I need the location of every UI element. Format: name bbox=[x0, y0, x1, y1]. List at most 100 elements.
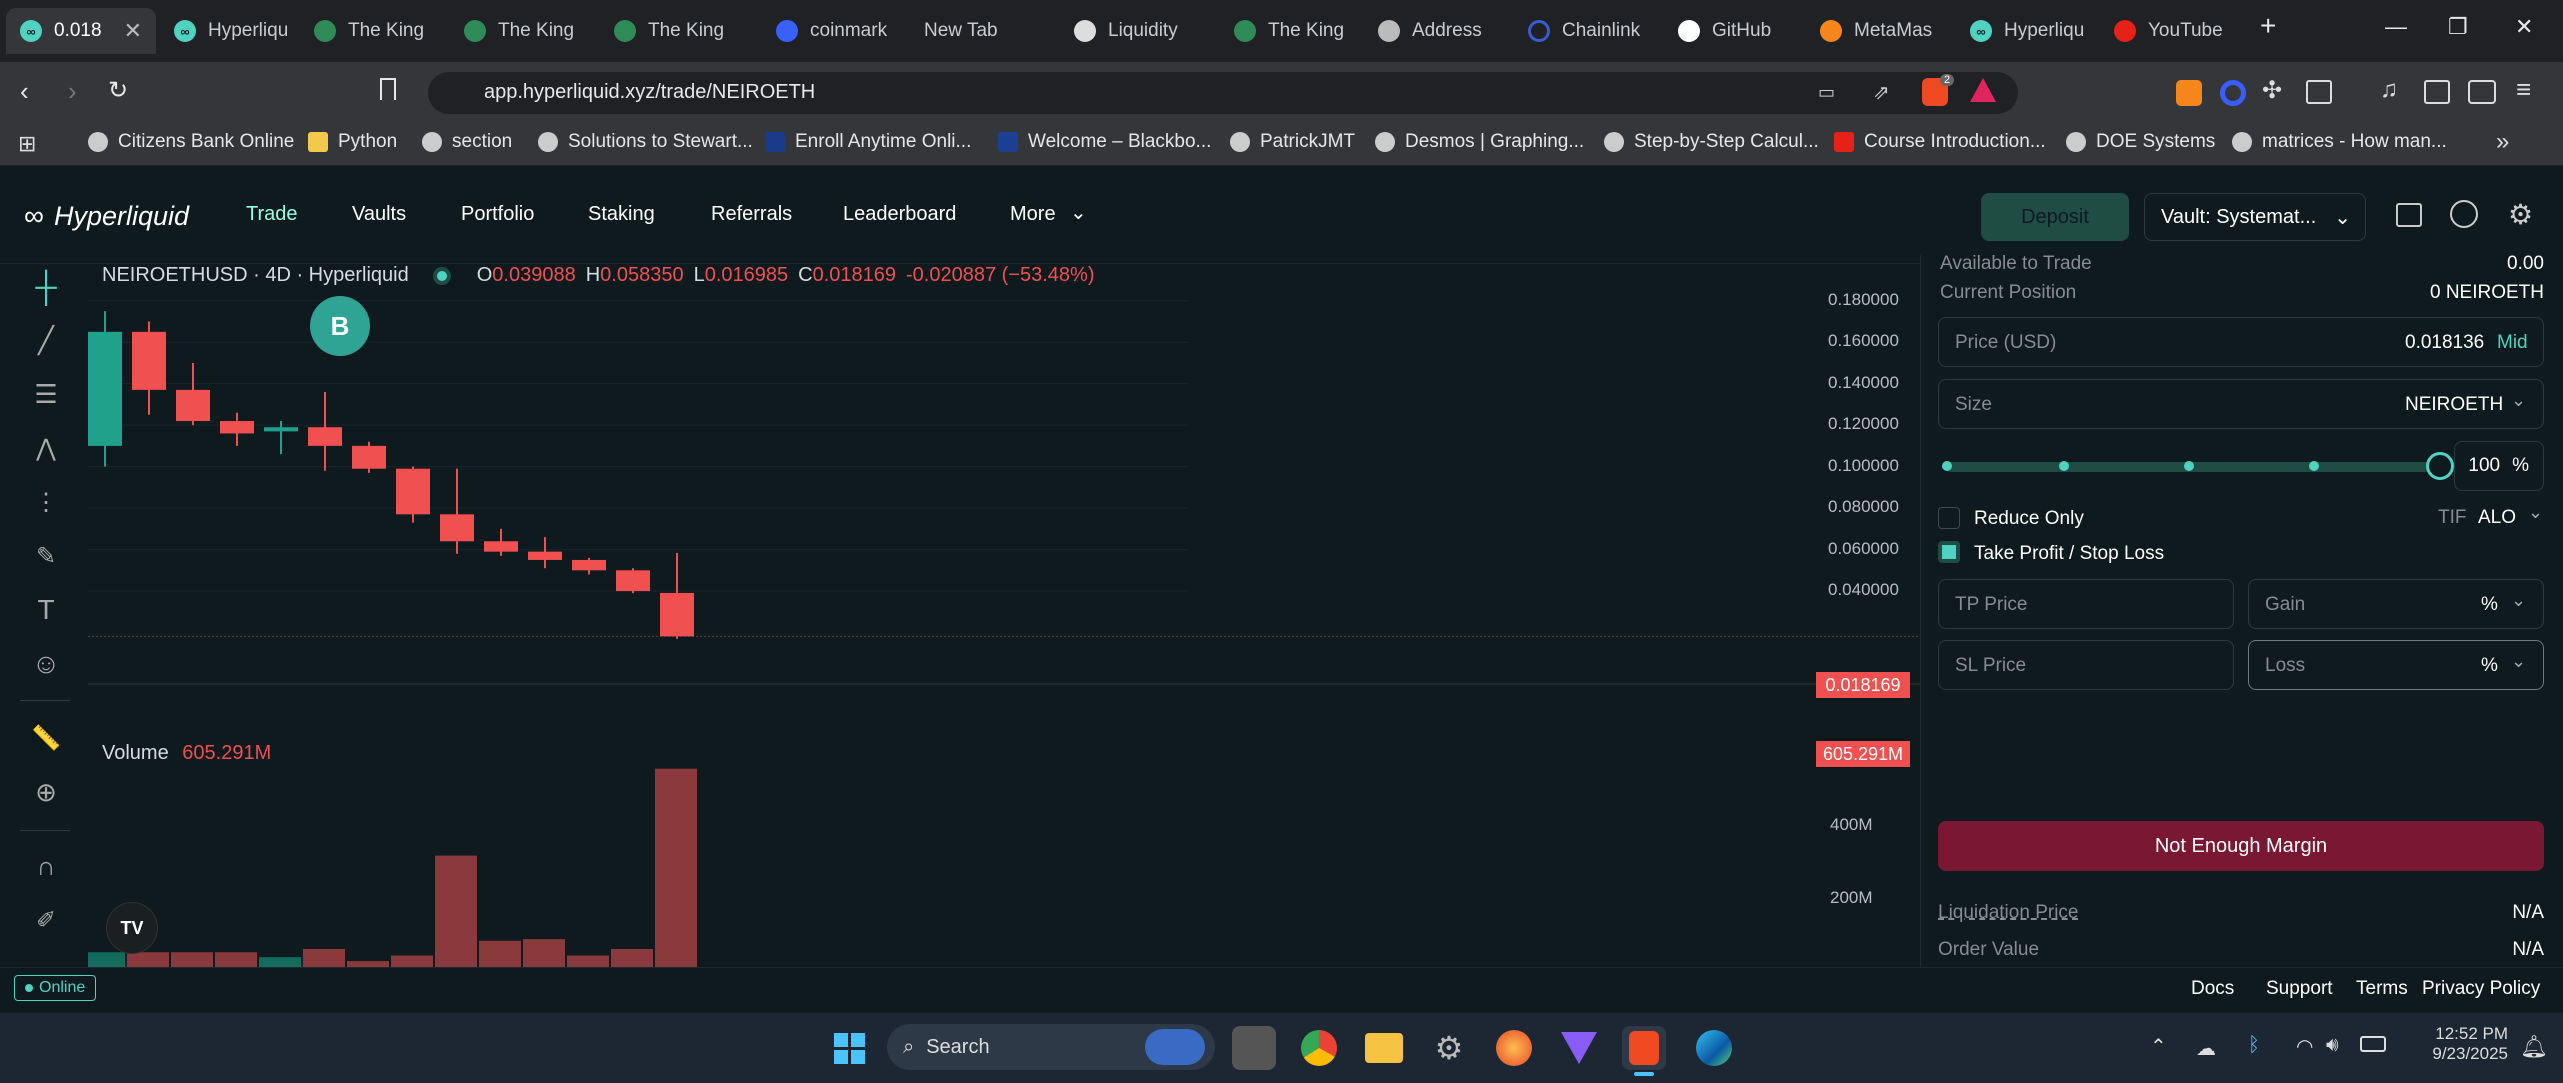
tab[interactable]: GitHub bbox=[1664, 8, 1804, 54]
loss-unit-selector[interactable]: % bbox=[2481, 655, 2498, 676]
nav-vaults[interactable]: Vaults bbox=[352, 203, 407, 225]
tab[interactable]: The King bbox=[1220, 8, 1360, 54]
url-bar[interactable]: app.hyperliquid.xyz/trade/NEIROETH ▭ ⇗ 2 bbox=[428, 72, 2018, 114]
bookmark-item[interactable]: PatrickJMT bbox=[1230, 131, 1355, 153]
restore-icon[interactable]: ❐ bbox=[2448, 14, 2468, 39]
file-explorer-icon[interactable] bbox=[1362, 1026, 1406, 1070]
more-bookmarks-icon[interactable]: » bbox=[2496, 128, 2510, 155]
forward-icon[interactable]: › bbox=[68, 76, 77, 106]
bookmark-icon[interactable] bbox=[380, 78, 396, 100]
new-tab-icon[interactable]: + bbox=[2260, 10, 2277, 41]
nav-portfolio[interactable]: Portfolio bbox=[461, 203, 535, 225]
minimize-icon[interactable]: — bbox=[2385, 14, 2407, 39]
nav-referrals[interactable]: Referrals bbox=[711, 203, 793, 225]
reduce-only-checkbox[interactable] bbox=[1938, 507, 1960, 529]
close-window-icon[interactable]: ✕ bbox=[2515, 14, 2534, 39]
brush-icon[interactable]: ✎ bbox=[35, 542, 57, 570]
reload-icon[interactable]: ↻ bbox=[108, 77, 129, 104]
slider-step-dot[interactable] bbox=[2184, 461, 2194, 471]
trendline-icon[interactable]: ╱ bbox=[38, 324, 54, 355]
bookmark-item[interactable]: Citizens Bank Online bbox=[88, 131, 294, 153]
bookmark-item[interactable]: Desmos | Graphing... bbox=[1375, 131, 1584, 153]
size-unit-selector[interactable]: NEIROETH bbox=[2405, 394, 2504, 415]
vault-selector[interactable]: Vault: Systemat... ⌄ bbox=[2144, 193, 2366, 241]
bookmark-item[interactable]: Course Introduction... bbox=[1834, 131, 2046, 153]
bookmark-item[interactable]: Welcome – Blackbo... bbox=[998, 131, 1211, 153]
mid-button[interactable]: Mid bbox=[2497, 332, 2528, 353]
url-text[interactable]: app.hyperliquid.xyz/trade/NEIROETH bbox=[484, 81, 816, 103]
bookmark-item[interactable]: Python bbox=[308, 131, 397, 153]
tp-price-input[interactable]: TP Price bbox=[1938, 579, 2234, 629]
sidebar-icon[interactable] bbox=[2424, 80, 2450, 104]
percent-value[interactable]: 100 bbox=[2468, 455, 2501, 476]
notifications-icon[interactable]: 🔔︎ bbox=[2520, 1034, 2548, 1059]
close-tab-icon[interactable]: ✕ bbox=[123, 18, 142, 43]
lock-drawing-icon[interactable]: ✐ bbox=[35, 906, 57, 934]
taskbar-search[interactable]: ⌕ Search bbox=[887, 1024, 1215, 1070]
footer-link-privacy[interactable]: Privacy Policy bbox=[2422, 978, 2541, 999]
buy-marker-badge[interactable]: B bbox=[310, 296, 370, 356]
text-icon[interactable]: T bbox=[37, 594, 55, 625]
tab[interactable]: New Tab bbox=[910, 8, 1050, 54]
tab[interactable]: Address bbox=[1364, 8, 1514, 54]
bookmark-item[interactable]: Solutions to Stewart... bbox=[538, 131, 753, 153]
bookmark-item[interactable]: DOE Systems bbox=[2066, 131, 2215, 153]
brave-rewards-icon[interactable] bbox=[1970, 78, 1996, 102]
nav-leaderboard[interactable]: Leaderboard bbox=[843, 203, 957, 225]
loss-input[interactable]: Loss % ⌄ bbox=[2248, 640, 2544, 690]
deposit-button[interactable]: Deposit bbox=[1981, 193, 2129, 241]
firefox-icon[interactable] bbox=[1492, 1026, 1536, 1070]
submit-order-button[interactable]: Not Enough Margin bbox=[1938, 821, 2544, 871]
brave-taskbar-icon[interactable] bbox=[1622, 1026, 1666, 1070]
nav-trade[interactable]: Trade bbox=[246, 203, 298, 225]
pattern-icon[interactable]: ⋀ bbox=[36, 434, 56, 462]
bookmark-item[interactable]: Step-by-Step Calcul... bbox=[1604, 131, 1819, 153]
tab-active[interactable]: ∞ 0.018 ✕ bbox=[6, 8, 156, 54]
nav-staking[interactable]: Staking bbox=[588, 203, 655, 225]
battery-icon[interactable] bbox=[2360, 1036, 2386, 1052]
emoji-icon[interactable]: ☺ bbox=[31, 648, 61, 679]
nav-more[interactable]: More bbox=[1010, 203, 1056, 225]
bookmark-item[interactable]: Enroll Anytime Onli... bbox=[765, 131, 971, 153]
tradingview-logo[interactable]: TV bbox=[106, 902, 158, 954]
bookmark-item[interactable]: matrices - How man... bbox=[2232, 131, 2447, 153]
settings-icon[interactable]: ⚙ bbox=[1434, 1030, 1464, 1066]
tab[interactable]: MetaMas bbox=[1806, 8, 1956, 54]
wifi-icon[interactable]: ◠ bbox=[2296, 1036, 2314, 1058]
magnet-icon[interactable]: ∩ bbox=[36, 850, 56, 881]
task-view-icon[interactable] bbox=[1232, 1026, 1276, 1070]
music-icon[interactable]: ♫ bbox=[2380, 76, 2398, 103]
bluetooth-icon[interactable]: ᛒ bbox=[2248, 1034, 2260, 1056]
edge-icon[interactable] bbox=[1692, 1026, 1736, 1070]
windows-start-icon[interactable] bbox=[834, 1033, 865, 1064]
tab[interactable]: The King bbox=[450, 8, 590, 54]
show-hidden-icons-icon[interactable]: ⌃ bbox=[2150, 1036, 2167, 1058]
chrome-icon[interactable] bbox=[1297, 1026, 1341, 1070]
slider-step-dot[interactable] bbox=[2309, 461, 2319, 471]
crosshair-icon[interactable]: ┼ bbox=[35, 271, 57, 304]
candlestick-chart[interactable] bbox=[88, 264, 1920, 967]
footer-link-support[interactable]: Support bbox=[2266, 978, 2333, 999]
tab[interactable]: The King bbox=[300, 8, 440, 54]
sl-price-input[interactable]: SL Price bbox=[1938, 640, 2234, 690]
menu-icon[interactable]: ≡ bbox=[2516, 74, 2532, 104]
share-icon[interactable]: ⇗ bbox=[1873, 82, 1890, 104]
fib-icon[interactable]: ☰ bbox=[34, 378, 58, 409]
prediction-icon[interactable]: ⋮ bbox=[34, 488, 58, 516]
footer-link-terms[interactable]: Terms bbox=[2356, 978, 2408, 999]
slider-step-dot[interactable] bbox=[1942, 461, 1952, 471]
layout-icon[interactable] bbox=[2396, 203, 2422, 227]
zoom-in-icon[interactable]: ⊕ bbox=[35, 776, 57, 807]
extension-icon[interactable] bbox=[2220, 80, 2246, 106]
tab[interactable]: Liquidity bbox=[1060, 8, 1210, 54]
tab[interactable]: ∞ Hyperliqu bbox=[160, 8, 298, 54]
percent-input[interactable]: 100 % bbox=[2454, 441, 2544, 491]
screenshot-icon[interactable] bbox=[2306, 80, 2332, 104]
tab[interactable]: The King bbox=[600, 8, 740, 54]
tab[interactable]: ∞ Hyperliqu bbox=[1956, 8, 2106, 54]
gain-unit-selector[interactable]: % bbox=[2481, 594, 2498, 615]
price-value[interactable]: 0.018136 bbox=[2405, 332, 2485, 353]
footer-link-docs[interactable]: Docs bbox=[2191, 978, 2235, 999]
clock[interactable]: 12:52 PM 9/23/2025 bbox=[2412, 1024, 2508, 1064]
apps-grid-icon[interactable]: ⊞ bbox=[18, 131, 37, 156]
